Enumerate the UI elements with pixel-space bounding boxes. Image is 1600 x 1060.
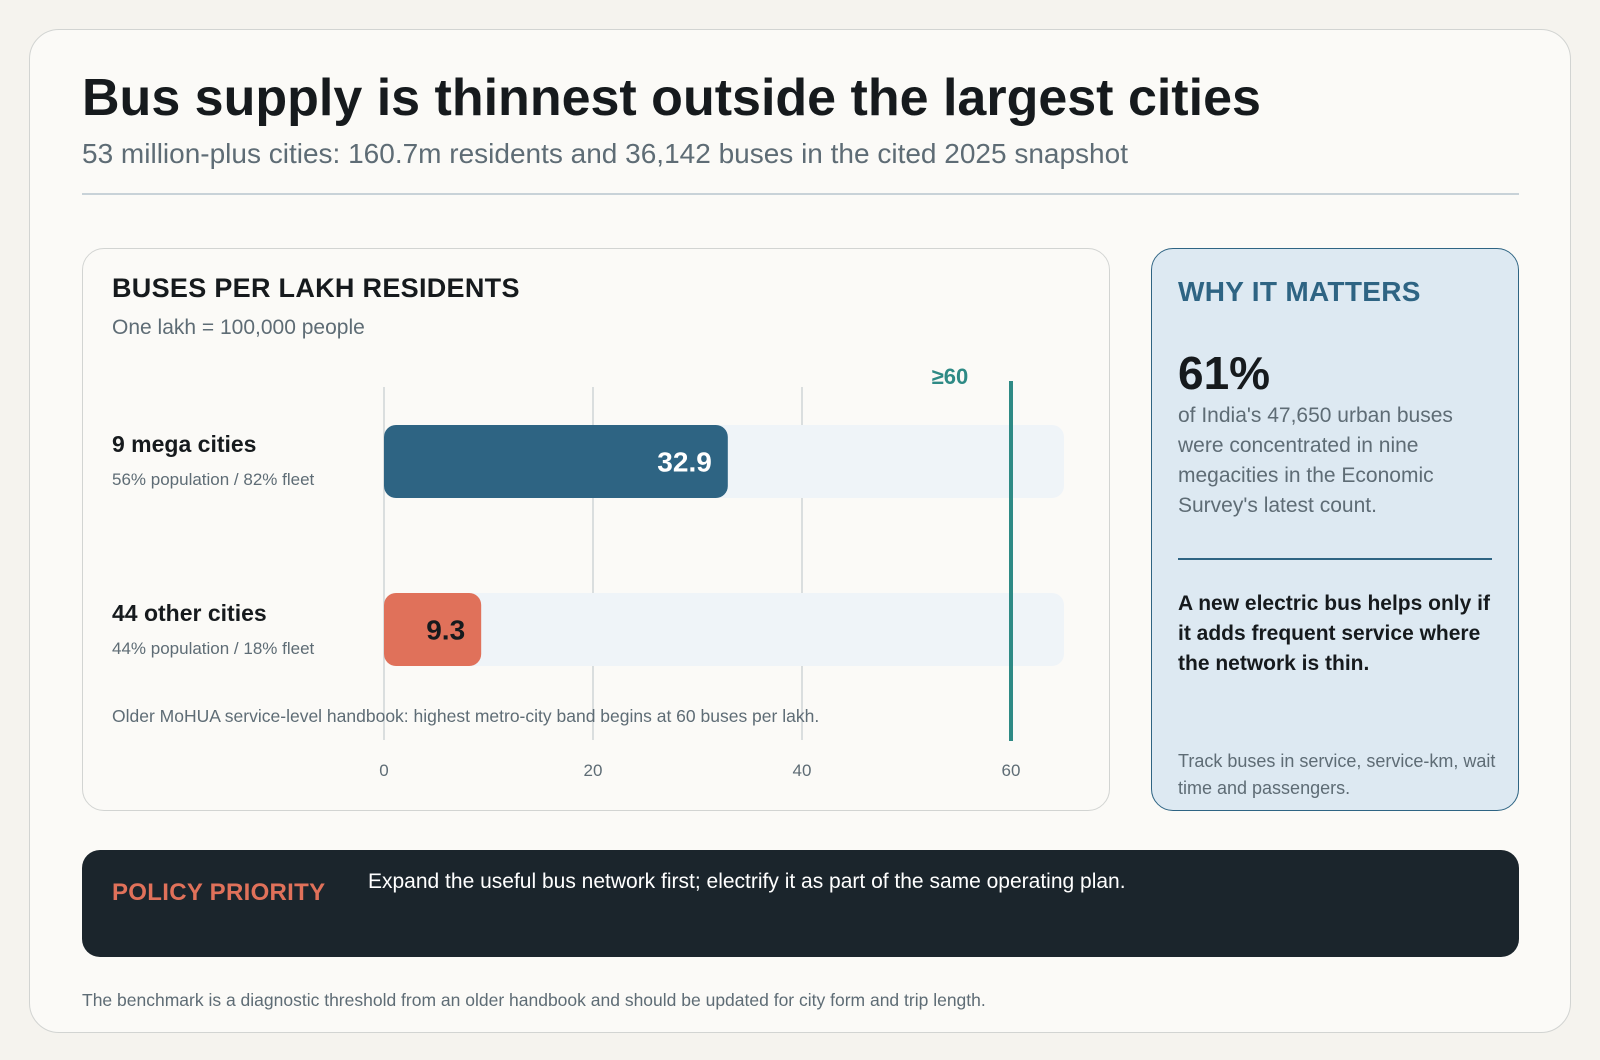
why-it-matters-panel [1151, 248, 1519, 811]
key-message: A new electric bus helps only if it adds… [1178, 592, 1490, 675]
bar-track-1 [384, 593, 1064, 666]
tracking-note: Track buses in service, service-km, wait… [1178, 751, 1496, 798]
footer-note: The benchmark is a diagnostic threshold … [82, 990, 986, 1010]
category-note-other: 44% population / 18% fleet [112, 639, 315, 658]
why-it-matters-heading: WHY IT MATTERS [1178, 276, 1421, 307]
bar-1 [384, 593, 482, 666]
policy-label: POLICY PRIORITY [112, 879, 326, 906]
policy-banner [82, 850, 1519, 957]
header-divider [82, 193, 1519, 195]
page-title: Bus supply is thinnest outside the large… [82, 69, 1261, 127]
chart-title: BUSES PER LAKH RESIDENTS [112, 273, 520, 303]
big-stat: 61% [1178, 347, 1271, 399]
chart-note: Older MoHUA service-level handbook: high… [112, 706, 820, 726]
policy-text: Expand the useful bus network first; ele… [368, 870, 1126, 893]
category-label-other: 44 other cities [112, 600, 267, 626]
chart-subtitle: One lakh = 100,000 people [112, 316, 365, 339]
x-tick-label-20: 20 [584, 761, 603, 780]
x-tick-label-40: 40 [793, 761, 812, 780]
benchmark-label: ≥60 [932, 364, 969, 389]
category-note-mega: 56% population / 82% fleet [112, 470, 315, 489]
category-label-mega: 9 mega cities [112, 431, 257, 457]
chart-panel [82, 248, 1110, 811]
x-tick-label-60: 60 [1002, 761, 1021, 780]
bar-value-label-0: 32.9 [657, 447, 712, 478]
stat-description: of India's 47,650 urban buses were conce… [1178, 404, 1453, 517]
x-tick-label-0: 0 [379, 761, 388, 780]
bar-0 [384, 425, 728, 498]
side-divider [1178, 558, 1492, 560]
bar-value-label-1: 9.3 [426, 615, 465, 646]
page-subtitle: 53 million-plus cities: 160.7m residents… [82, 138, 1128, 169]
